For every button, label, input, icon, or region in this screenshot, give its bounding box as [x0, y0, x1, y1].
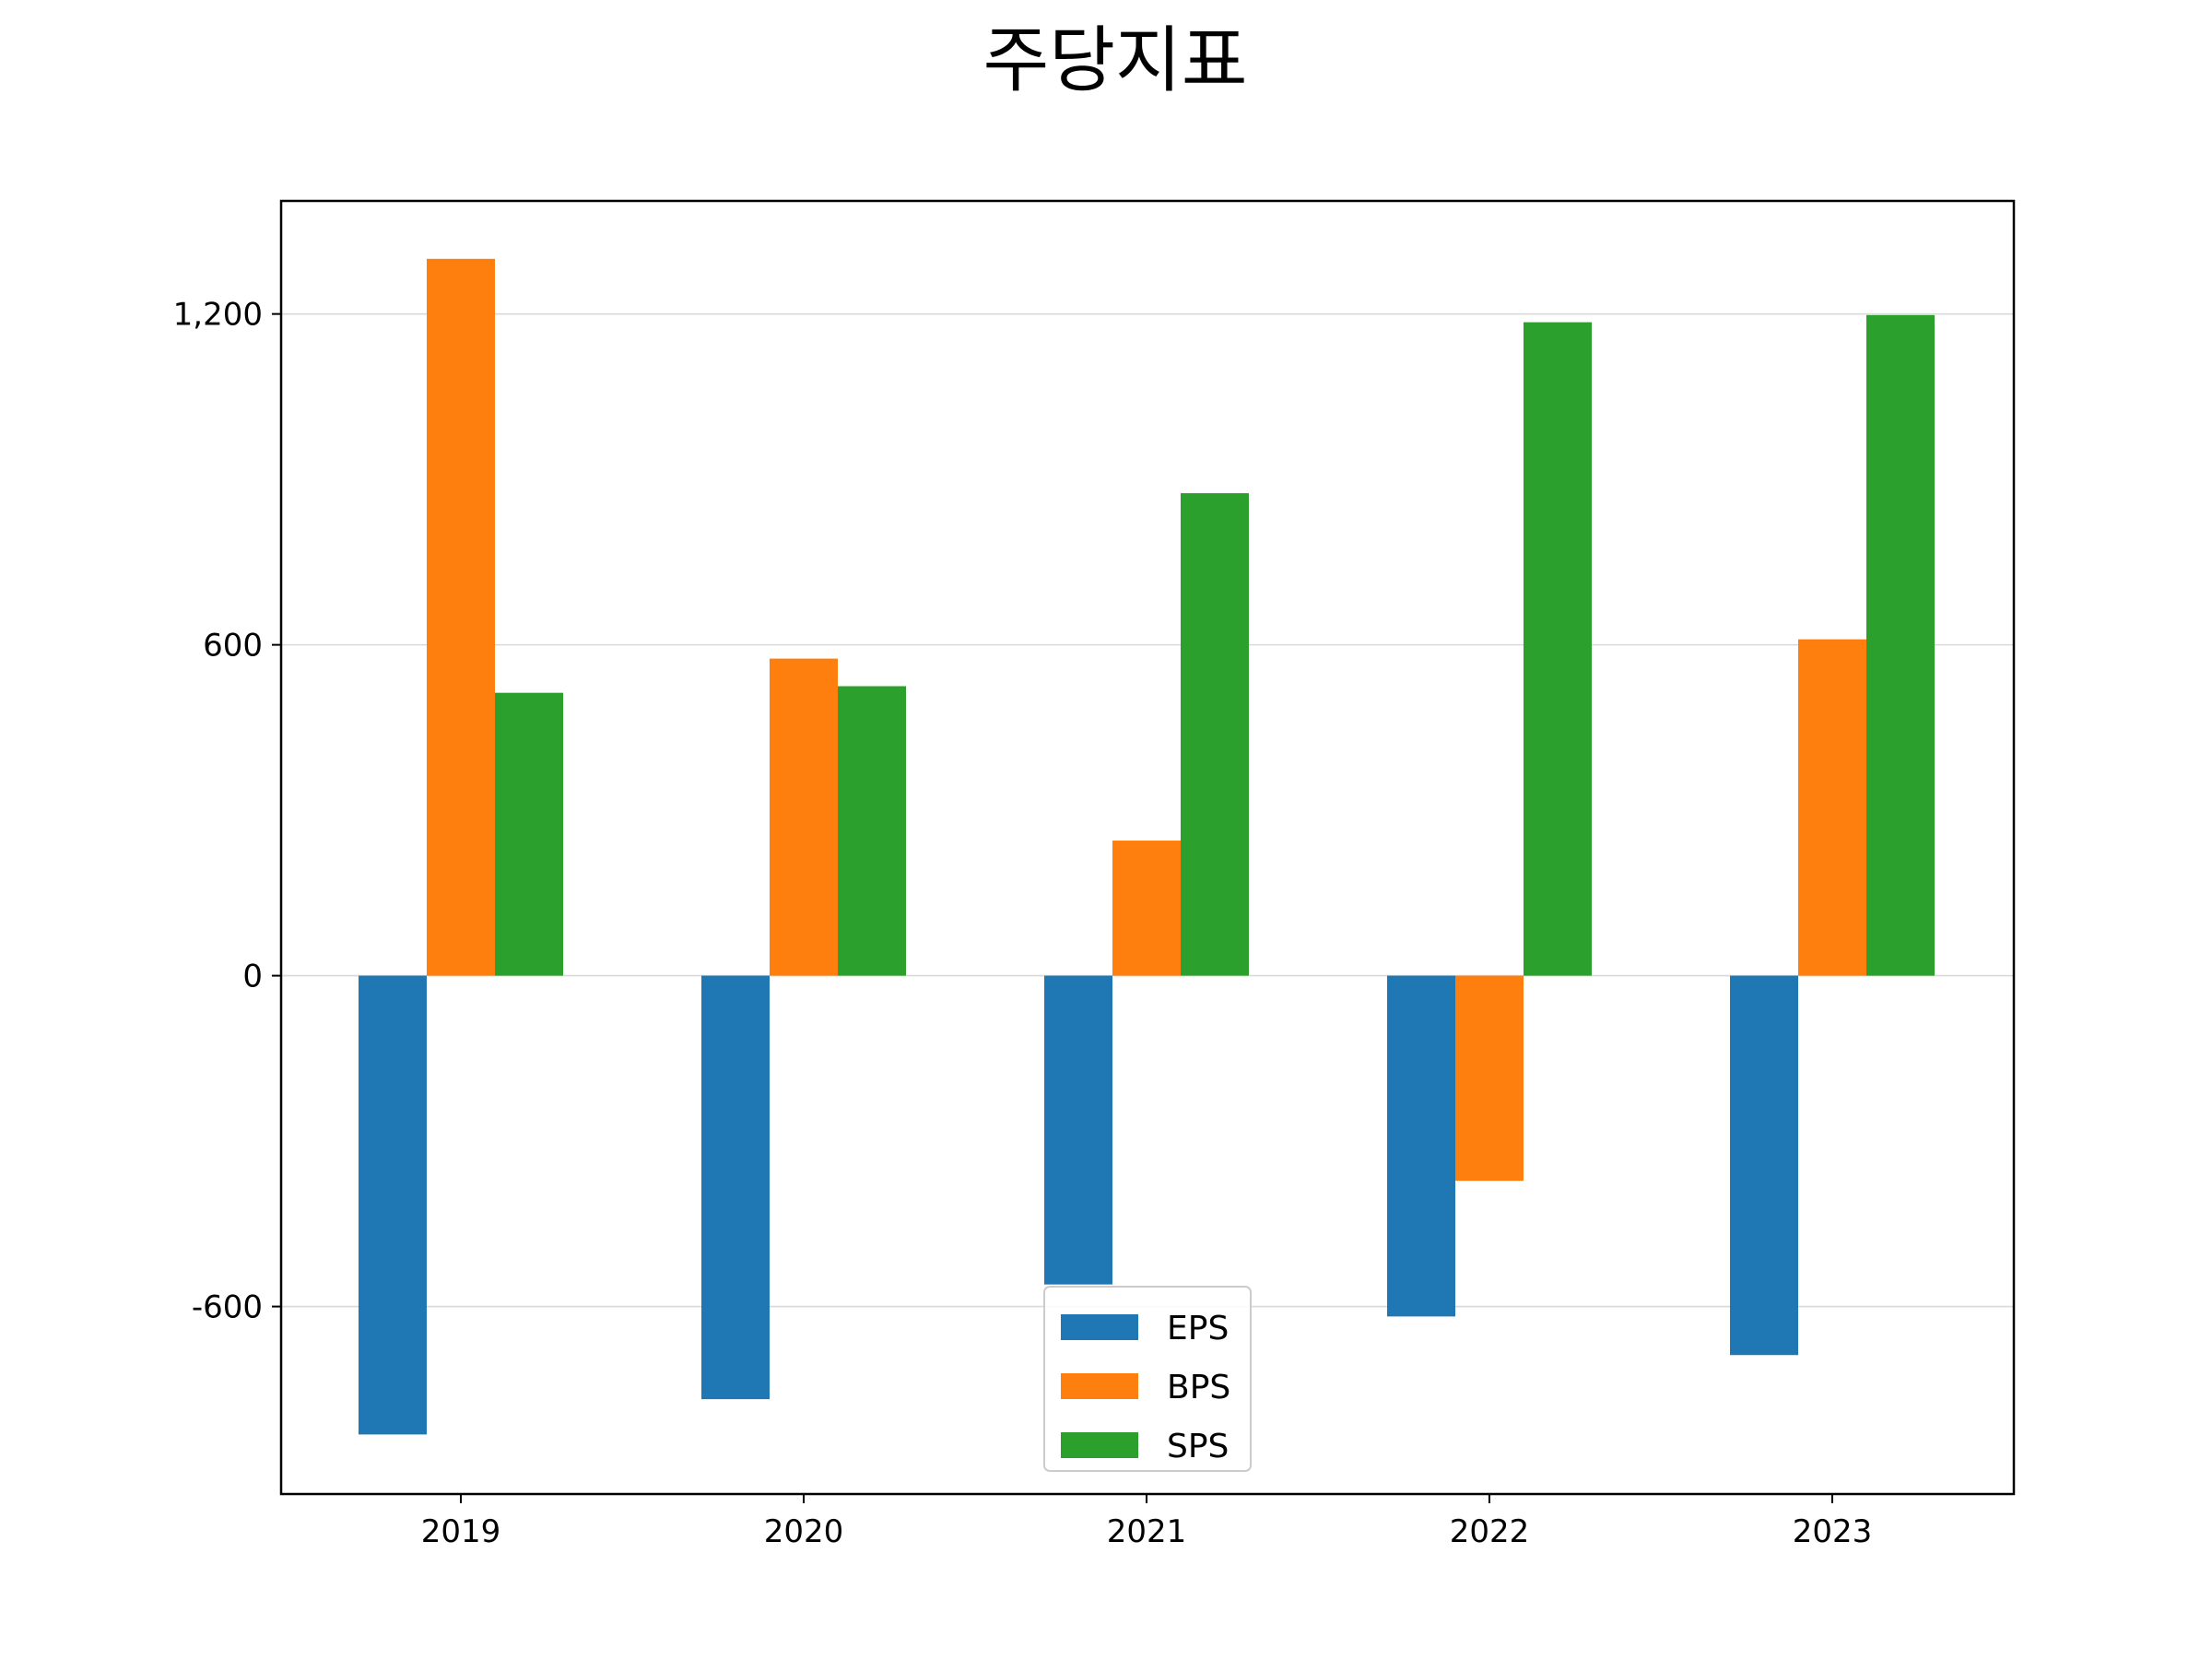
bar-sps-2023 — [1866, 314, 1935, 976]
legend-swatch-bps — [1061, 1373, 1138, 1399]
bar-bps-2021 — [1112, 841, 1181, 976]
legend-label-eps: EPS — [1167, 1310, 1229, 1347]
chart-title: 주당지표 — [982, 19, 1247, 102]
bar-sps-2020 — [838, 686, 906, 976]
bar-bps-2019 — [427, 258, 495, 976]
bar-sps-2019 — [495, 692, 563, 976]
bar-eps-2021 — [1044, 975, 1112, 1285]
bar-bps-2023 — [1798, 639, 1866, 976]
bar-sps-2022 — [1524, 322, 1592, 976]
y-tick-label: 1,200 — [173, 297, 263, 334]
bar-eps-2023 — [1730, 975, 1798, 1356]
bar-eps-2020 — [701, 975, 770, 1400]
y-axis: -600 0 600 1,200 — [173, 297, 281, 1326]
bar-eps-2019 — [359, 975, 427, 1435]
legend-label-bps: BPS — [1167, 1369, 1230, 1406]
x-tick-label: 2021 — [1107, 1513, 1187, 1550]
bars-layer — [359, 258, 1935, 1435]
legend-swatch-sps — [1061, 1432, 1138, 1458]
y-tick-label: 600 — [203, 628, 263, 665]
bar-bps-2020 — [770, 658, 838, 976]
bar-sps-2021 — [1181, 493, 1249, 976]
y-tick-label: 0 — [242, 959, 263, 995]
x-tick-label: 2020 — [764, 1513, 844, 1550]
legend-label-sps: SPS — [1167, 1428, 1229, 1465]
legend-swatch-eps — [1061, 1314, 1138, 1340]
legend: EPS BPS SPS — [1043, 1286, 1252, 1472]
x-tick-label: 2023 — [1793, 1513, 1873, 1550]
x-tick-label: 2019 — [421, 1513, 501, 1550]
x-axis: 2019 2020 2021 2022 2023 — [421, 1494, 1873, 1550]
bar-eps-2022 — [1387, 975, 1455, 1317]
bar-bps-2022 — [1455, 975, 1524, 1182]
y-tick-label: -600 — [192, 1289, 263, 1326]
x-tick-label: 2022 — [1450, 1513, 1530, 1550]
